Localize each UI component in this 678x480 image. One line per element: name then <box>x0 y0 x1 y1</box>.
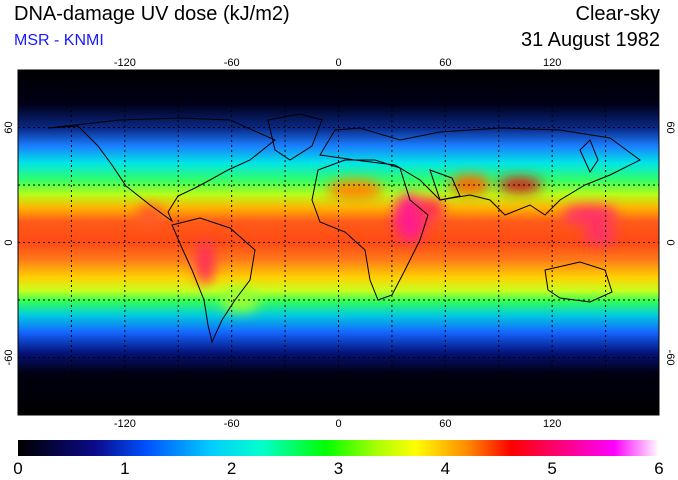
lon-tick-label: 60 <box>439 57 451 69</box>
lon-tick-label: 0 <box>335 57 341 69</box>
lat-tick-label: 60 <box>3 121 15 133</box>
uv-hotspots <box>136 175 618 312</box>
lon-tick-label: 120 <box>543 57 561 69</box>
chart-title: DNA-damage UV dose (kJ/m2) <box>14 3 290 25</box>
colorbar-tick-label: 6 <box>654 459 664 478</box>
colorbar-tick-label: 2 <box>226 459 237 478</box>
lat-tick-label: 60 <box>664 121 676 133</box>
colorbar-tick-label: 3 <box>333 459 344 478</box>
lon-tick-label: 0 <box>335 418 341 430</box>
lon-tick-label: -120 <box>114 418 136 430</box>
latitude-labels-left: 60 0 -60 <box>3 121 15 365</box>
continents <box>47 113 641 344</box>
date-label: 31 August 1982 <box>520 29 660 51</box>
colorbar-tick-label: 1 <box>120 459 130 478</box>
map-frame <box>17 69 660 416</box>
lon-tick-label: 60 <box>439 418 451 430</box>
sky-condition: Clear-sky <box>575 3 660 25</box>
lat-tick-label: 0 <box>664 239 676 245</box>
colorbar-tick-label: 0 <box>13 459 23 478</box>
graticule <box>18 70 659 415</box>
lat-tick-label: 0 <box>3 239 15 245</box>
longitude-labels-bottom: -120 -60 0 60 120 <box>114 418 562 430</box>
colorbar <box>18 440 659 456</box>
lon-tick-label: 120 <box>543 418 561 430</box>
colorbar-tick-label: 5 <box>547 459 557 478</box>
source-label: MSR - KNMI <box>14 32 104 49</box>
lon-tick-label: -60 <box>224 418 240 430</box>
lat-tick-label: -60 <box>664 350 676 366</box>
lat-tick-label: -60 <box>3 350 15 366</box>
lon-tick-label: -60 <box>224 57 240 69</box>
latitude-labels-right: 60 0 -60 <box>664 121 676 365</box>
longitude-labels-top: -120 -60 0 60 120 <box>114 57 562 69</box>
colorbar-tick-label: 4 <box>440 459 451 478</box>
lon-tick-label: -120 <box>114 57 136 69</box>
